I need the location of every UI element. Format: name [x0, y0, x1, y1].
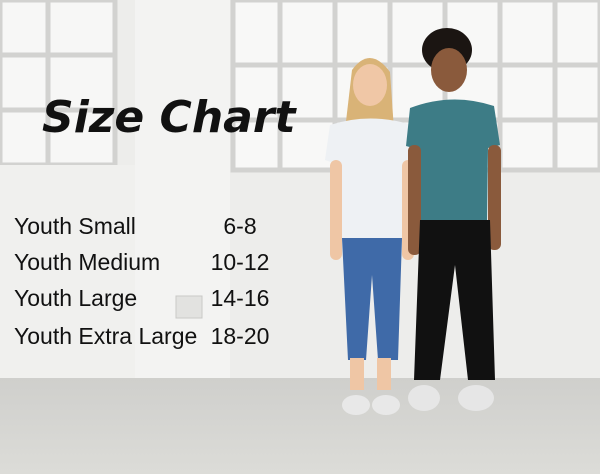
size-name: Youth Small: [14, 213, 136, 239]
pillar: [135, 0, 230, 400]
size-range: 10-12: [211, 249, 270, 275]
outlet: [175, 295, 203, 319]
size-name: Youth Medium: [14, 249, 160, 275]
wall-lower: [0, 165, 135, 400]
floor: [0, 378, 600, 474]
size-range: 18-20: [211, 323, 270, 349]
size-name: Youth Large: [14, 285, 137, 311]
boy: [406, 28, 501, 411]
size-table: Youth Small 6-8 Youth Medium 10-12 Youth…: [14, 213, 269, 349]
size-range: 14-16: [211, 285, 270, 311]
girl: [325, 57, 420, 415]
window-left: [0, 0, 118, 168]
title: Size Chart: [42, 92, 298, 143]
size-name: Youth Extra Large: [14, 323, 197, 349]
size-range: 6-8: [223, 213, 256, 239]
